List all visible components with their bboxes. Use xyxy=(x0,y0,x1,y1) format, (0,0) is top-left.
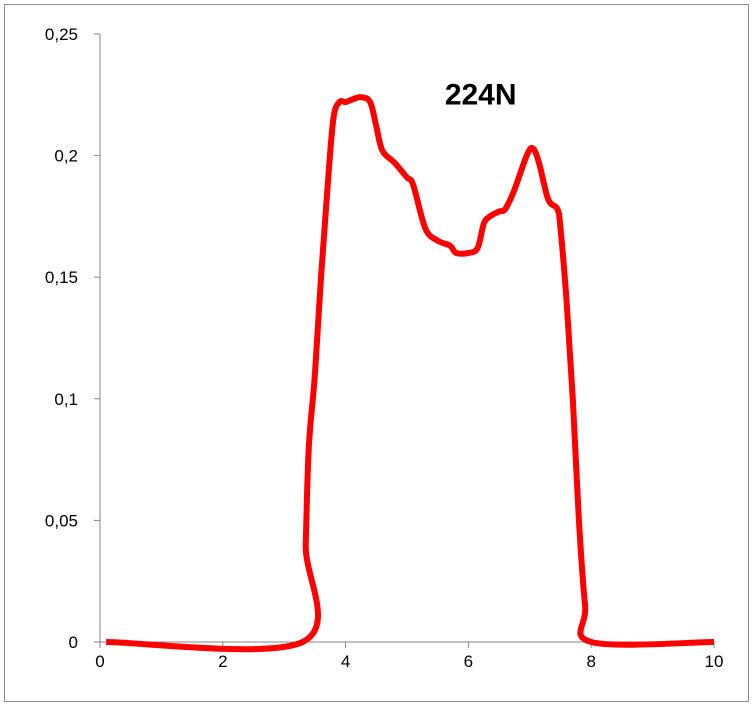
y-tick-label: 0 xyxy=(69,633,78,652)
chart-svg: 0 0,05 0,1 0,15 0,2 0,25 0 2 4 6 8 10 224N xyxy=(45,25,724,671)
y-tick-label: 0,15 xyxy=(45,268,78,287)
axes xyxy=(94,33,715,648)
chart-frame: 0 0,05 0,1 0,15 0,2 0,25 0 2 4 6 8 10 224N xyxy=(4,4,749,702)
x-tick-label: 6 xyxy=(464,652,473,671)
x-tick-label: 10 xyxy=(705,652,724,671)
y-tick-label: 0,1 xyxy=(54,390,78,409)
tick-labels: 0 0,05 0,1 0,15 0,2 0,25 0 2 4 6 8 10 xyxy=(45,25,724,671)
annotations: 224N xyxy=(445,79,517,112)
x-tick-label: 0 xyxy=(95,652,104,671)
y-tick-label: 0,25 xyxy=(45,25,78,44)
x-tick-label: 2 xyxy=(218,652,227,671)
annotation-label: 224N xyxy=(445,79,517,112)
series-lines xyxy=(106,94,715,653)
y-tick-label: 0,05 xyxy=(45,511,78,530)
y-tick-label: 0,2 xyxy=(54,147,78,166)
x-tick-label: 8 xyxy=(586,652,595,671)
x-tick-label: 4 xyxy=(341,652,350,671)
series-line xyxy=(106,94,715,653)
